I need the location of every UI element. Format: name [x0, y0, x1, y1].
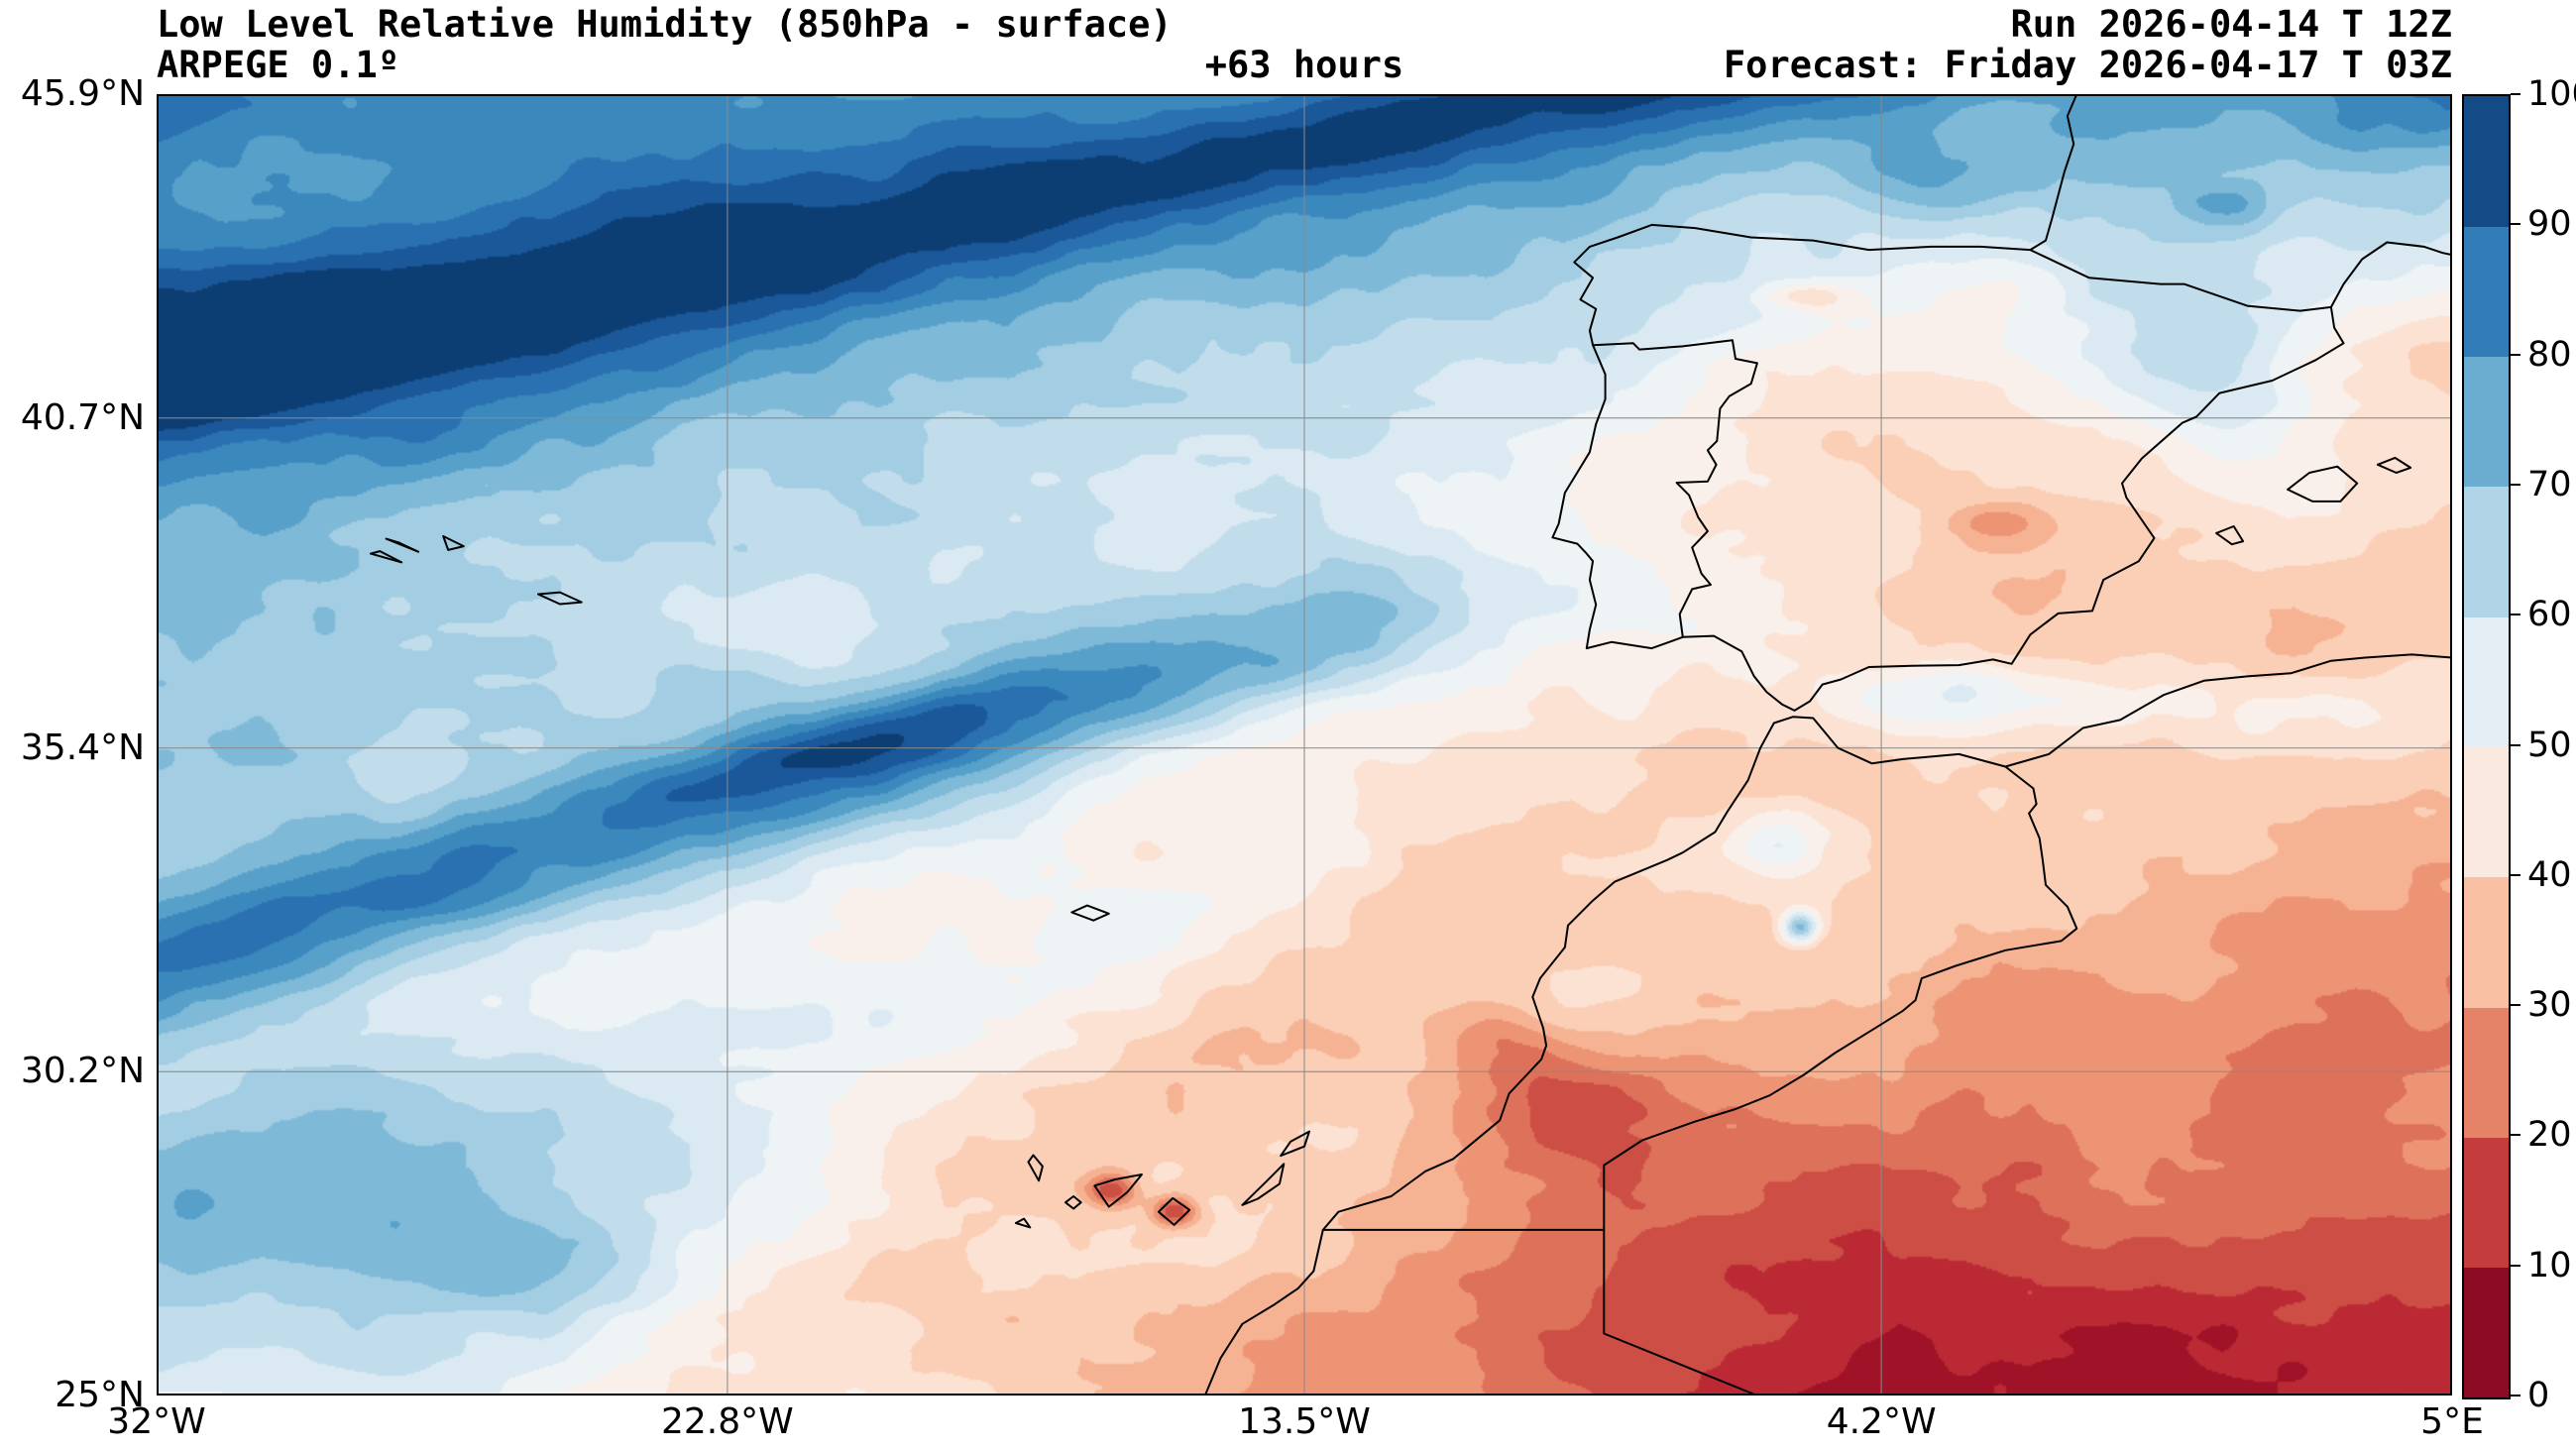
colorbar-tick [2511, 93, 2520, 95]
colorbar-segment [2464, 1267, 2509, 1398]
lat-tick-label: 25°N [55, 1375, 145, 1415]
colorbar-tick [2511, 483, 2520, 486]
colorbar-tick-label: 20 [2527, 1115, 2572, 1156]
colorbar-segment [2464, 356, 2509, 488]
colorbar-tick [2511, 1134, 2520, 1137]
colorbar-tick-label: 30 [2527, 985, 2572, 1026]
lat-tick-label: 40.7°N [20, 396, 145, 438]
lon-tick-label: 22.8°W [660, 1401, 794, 1442]
colorbar-tick-label: 80 [2527, 334, 2572, 375]
colorbar-segment [2464, 616, 2509, 747]
coastline [1093, 1173, 1143, 1208]
colorbar-segment [2464, 226, 2509, 358]
lat-tick-label: 35.4°N [20, 726, 145, 768]
coastline [2287, 465, 2359, 503]
plot-frame [157, 94, 2452, 1396]
coastline [1592, 339, 1758, 638]
colorbar-tick [2511, 1264, 2520, 1267]
lon-tick-label: 13.5°W [1238, 1401, 1371, 1442]
coastlines-grid-overlay [157, 94, 2452, 1396]
lead-time-label: +63 hours [1204, 44, 1404, 86]
lon-tick-label: 5°E [2420, 1401, 2484, 1442]
map-plot-area [157, 94, 2452, 1396]
lon-tick-label: 32°W [107, 1401, 206, 1442]
coastline [1070, 904, 1110, 922]
forecast-label: Forecast: Friday 2026-04-17 T 03Z [1723, 44, 2452, 86]
coastline [1027, 1154, 1044, 1182]
colorbar-segment [2464, 96, 2509, 227]
colorbar-segment [2464, 486, 2509, 617]
coastline [2376, 456, 2412, 474]
colorbar-tick [2511, 743, 2520, 746]
coastline [1321, 1228, 1758, 1396]
coastline [370, 550, 403, 564]
colorbar-tick-label: 60 [2527, 595, 2572, 635]
colorbar-segment [2464, 746, 2509, 878]
model-label: ARPEGE 0.1º [157, 44, 400, 86]
colorbar-tick-label: 50 [2527, 725, 2572, 765]
colorbar-tick [2511, 614, 2520, 616]
colorbar-tick [2511, 223, 2520, 226]
coastline [1064, 1195, 1082, 1210]
colorbar-segment [2464, 1007, 2509, 1138]
colorbar-tick-label: 10 [2527, 1245, 2572, 1285]
coastline [537, 591, 583, 606]
colorbar-tick [2511, 873, 2520, 876]
colorbar-segment [2464, 1137, 2509, 1269]
lat-tick-label: 45.9°N [20, 73, 145, 114]
colorbar-tick [2511, 1395, 2520, 1396]
coastline [442, 535, 465, 551]
colorbar [2462, 94, 2511, 1399]
colorbar-tick-label: 70 [2527, 464, 2572, 504]
colorbar-segment [2464, 876, 2509, 1008]
lon-tick-label: 4.2°W [1826, 1401, 1937, 1442]
colorbar-tick-label: 100 [2527, 74, 2576, 114]
coastline [2029, 249, 2332, 312]
colorbar-tick-label: 90 [2527, 204, 2572, 245]
coastline [1603, 765, 2078, 1231]
coastline [1157, 1196, 1191, 1226]
colorbar-tick [2511, 353, 2520, 356]
lat-tick-label: 30.2°N [20, 1051, 145, 1092]
coastline [1280, 1130, 1310, 1158]
colorbar-tick-label: 40 [2527, 854, 2572, 895]
coastline [1241, 1163, 1286, 1206]
colorbar-tick [2511, 1004, 2520, 1007]
chart-title: Low Level Relative Humidity (850hPa - su… [157, 3, 1173, 46]
coastline [385, 537, 420, 553]
coastline [1014, 1217, 1032, 1229]
coastline [1551, 94, 2452, 712]
run-label: Run 2026-04-14 T 12Z [2010, 3, 2452, 46]
coastline [1203, 653, 2452, 1396]
colorbar-tick-label: 0 [2527, 1376, 2550, 1415]
coastline [2215, 525, 2245, 546]
